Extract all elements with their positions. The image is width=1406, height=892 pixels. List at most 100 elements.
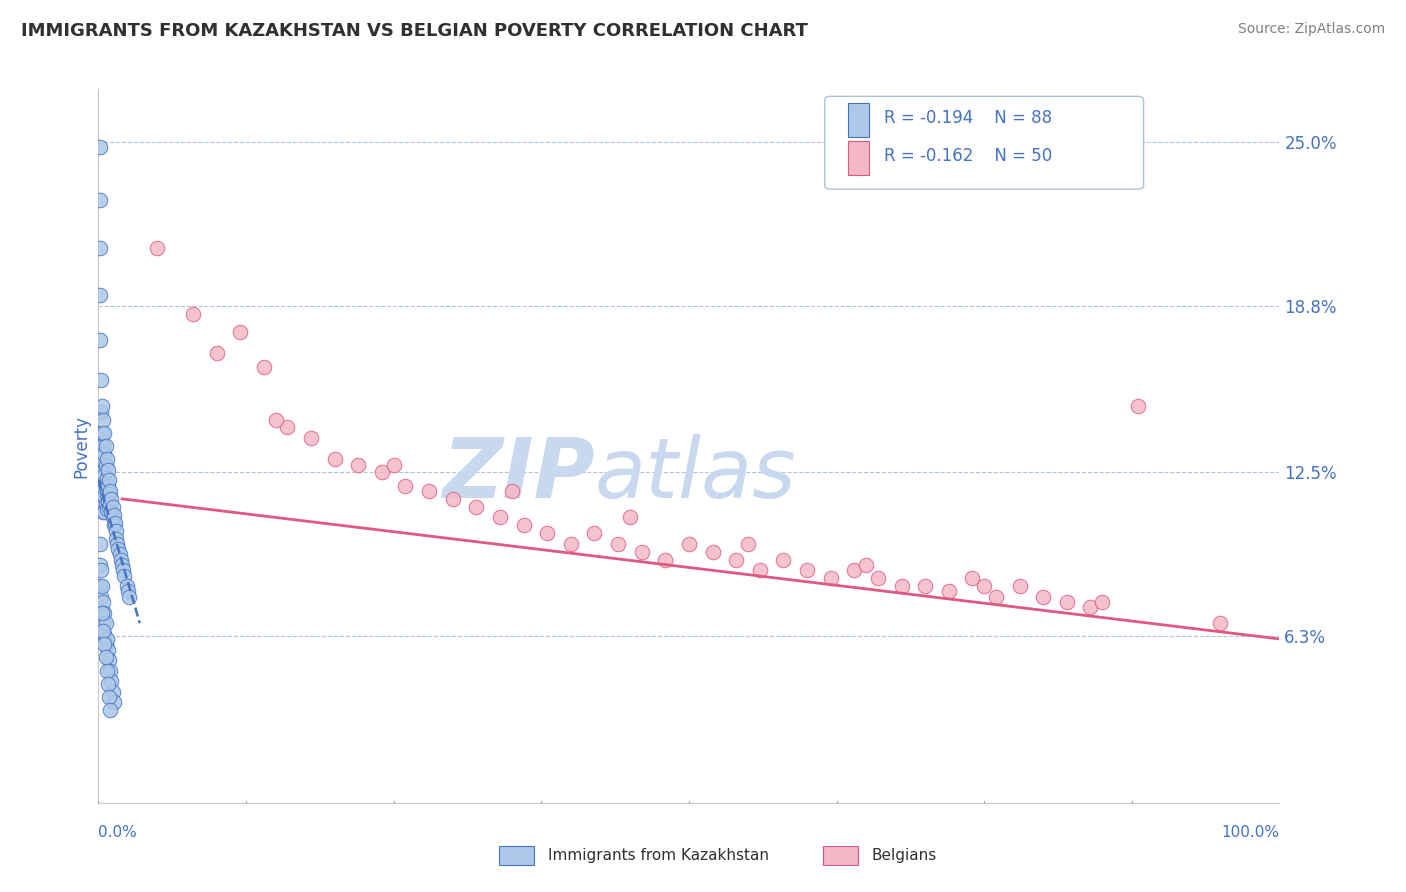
Point	[181, 307, 204, 321]
Point	[105, 524, 128, 538]
Point	[371, 466, 394, 480]
Point	[115, 579, 138, 593]
Point	[94, 497, 117, 511]
Point	[100, 491, 122, 506]
Point	[89, 537, 111, 551]
Point	[98, 500, 121, 514]
Point	[101, 500, 124, 514]
Point	[1091, 595, 1114, 609]
Point	[678, 537, 700, 551]
Point	[98, 497, 121, 511]
Point	[91, 425, 114, 440]
Point	[91, 579, 114, 593]
Point	[103, 508, 125, 522]
Point	[91, 500, 114, 514]
Point	[91, 452, 114, 467]
Point	[1056, 595, 1078, 609]
Point	[98, 474, 121, 488]
Point	[489, 510, 512, 524]
Point	[98, 653, 121, 667]
Point	[276, 420, 298, 434]
Point	[91, 616, 114, 631]
Point	[89, 241, 111, 255]
Point	[90, 466, 112, 480]
Point	[118, 590, 141, 604]
Point	[96, 452, 118, 467]
Point	[725, 552, 748, 566]
Text: IMMIGRANTS FROM KAZAKHSTAN VS BELGIAN POVERTY CORRELATION CHART: IMMIGRANTS FROM KAZAKHSTAN VS BELGIAN PO…	[21, 22, 808, 40]
Point	[91, 478, 114, 492]
Point	[112, 568, 135, 582]
Point	[748, 563, 770, 577]
Point	[1209, 616, 1232, 631]
Point	[844, 563, 866, 577]
Text: R = -0.162    N = 50: R = -0.162 N = 50	[884, 146, 1052, 164]
Point	[103, 695, 125, 709]
Point	[1032, 590, 1054, 604]
Point	[90, 404, 112, 418]
Y-axis label: Poverty: Poverty	[72, 415, 90, 477]
Point	[93, 505, 115, 519]
Point	[108, 547, 131, 561]
Point	[630, 545, 652, 559]
Point	[111, 558, 134, 572]
Point	[796, 563, 818, 577]
Point	[253, 359, 276, 374]
Point	[89, 558, 111, 572]
Point	[97, 463, 120, 477]
Point	[323, 452, 346, 467]
Point	[890, 579, 912, 593]
Point	[607, 537, 630, 551]
Point	[94, 439, 117, 453]
Point	[702, 545, 724, 559]
Point	[97, 478, 120, 492]
Point	[91, 439, 114, 453]
Point	[299, 431, 322, 445]
Point	[619, 510, 641, 524]
Point	[91, 466, 114, 480]
Point	[91, 505, 114, 519]
Point	[962, 571, 984, 585]
Point	[90, 563, 112, 577]
Point	[89, 333, 111, 347]
Text: Belgians: Belgians	[872, 848, 936, 863]
Text: ZIP: ZIP	[441, 434, 595, 515]
Point	[93, 637, 115, 651]
Point	[89, 140, 111, 154]
Point	[465, 500, 488, 514]
Point	[91, 483, 114, 498]
Point	[93, 447, 115, 461]
Point	[737, 537, 759, 551]
Point	[110, 552, 132, 566]
Point	[229, 326, 252, 340]
FancyBboxPatch shape	[825, 96, 1143, 189]
Point	[98, 483, 121, 498]
Point	[105, 537, 128, 551]
Point	[91, 595, 114, 609]
Point	[347, 458, 370, 472]
Point	[105, 532, 128, 546]
Point	[418, 483, 440, 498]
Point	[100, 505, 122, 519]
Point	[91, 606, 114, 620]
Point	[501, 483, 523, 498]
Point	[654, 552, 676, 566]
Point	[855, 558, 877, 572]
Text: Source: ZipAtlas.com: Source: ZipAtlas.com	[1237, 22, 1385, 37]
Point	[96, 471, 118, 485]
Point	[93, 626, 115, 640]
Text: 0.0%: 0.0%	[98, 825, 138, 840]
Point	[394, 478, 416, 492]
Point	[97, 494, 120, 508]
Point	[96, 486, 118, 500]
Point	[512, 518, 534, 533]
Point	[91, 400, 114, 414]
Point	[97, 677, 120, 691]
Point	[1080, 600, 1102, 615]
Point	[101, 510, 124, 524]
Point	[772, 552, 794, 566]
Point	[103, 518, 125, 533]
Point	[89, 288, 111, 302]
Point	[984, 590, 1007, 604]
Point	[94, 458, 117, 472]
